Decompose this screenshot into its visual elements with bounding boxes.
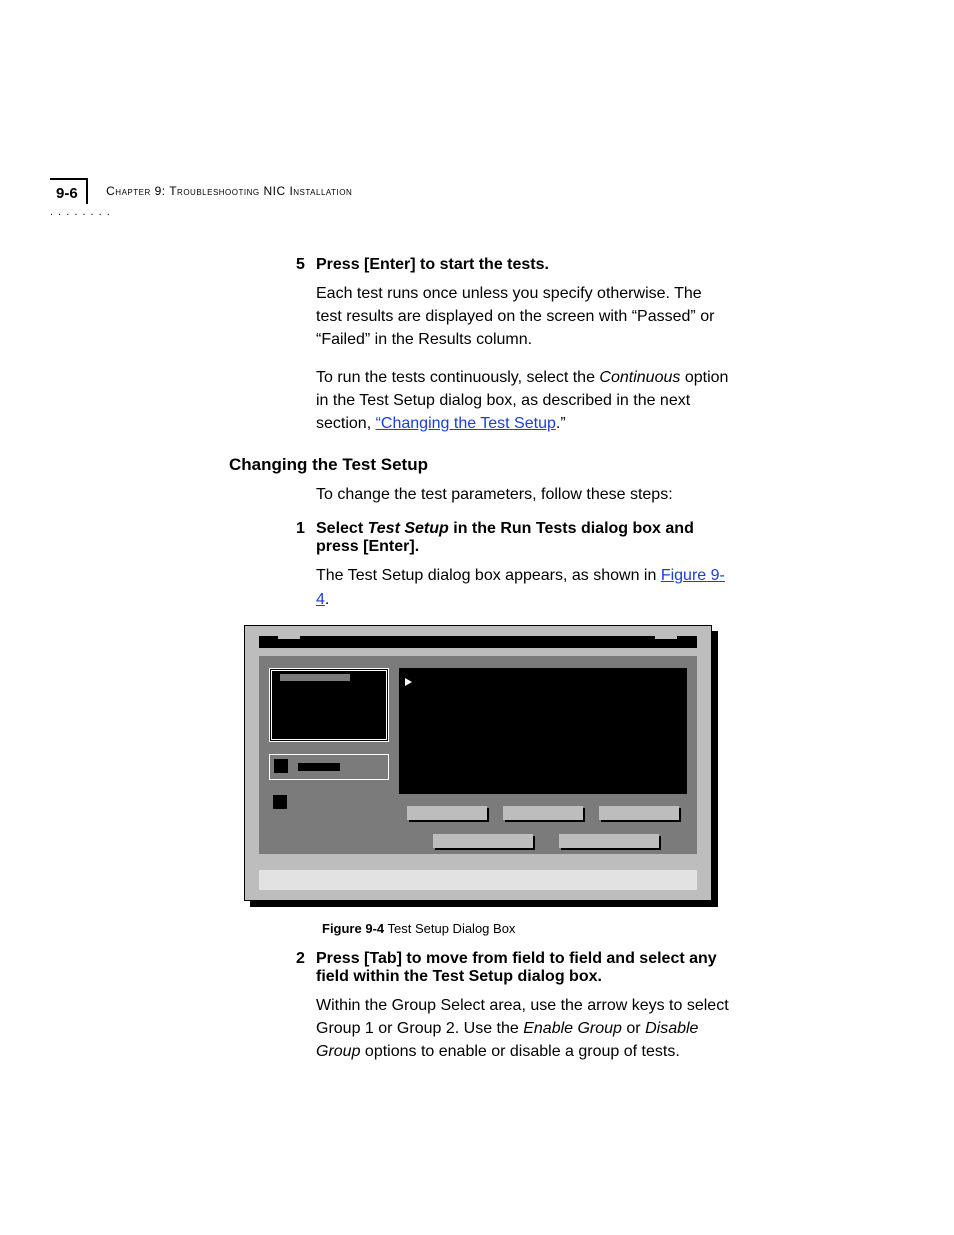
figure-9-4: Figure 9-4 Test Setup Dialog Box (244, 625, 724, 936)
group-select-highlight (280, 674, 350, 681)
text: Select (316, 520, 368, 537)
text: or (622, 1020, 645, 1037)
step-1-para-1: The Test Setup dialog box appears, as sh… (316, 564, 730, 610)
dialog-button (559, 834, 659, 848)
text: options to enable or disable a group of … (360, 1043, 679, 1060)
text: To run the tests continuously, select th… (316, 369, 599, 386)
group-select-area (269, 668, 389, 742)
section-heading: Changing the Test Setup (229, 455, 730, 475)
dialog-panel (244, 625, 712, 901)
step-1-heading: Select Test Setup in the Run Tests dialo… (316, 520, 730, 556)
text: .” (556, 415, 566, 432)
option-row-2 (269, 792, 389, 814)
dialog-screenshot (244, 625, 718, 907)
step-2: 2 Press [Tab] to move from field to fiel… (230, 950, 730, 1064)
chapter-title: Chapter 9: Troubleshooting NIC Installat… (106, 178, 352, 198)
page-header: 9-6 Chapter 9: Troubleshooting NIC Insta… (50, 178, 874, 204)
content-area: 5 Press [Enter] to start the tests. Each… (230, 250, 730, 1077)
checkbox-icon (274, 759, 288, 773)
figure-caption: Figure 9-4 Test Setup Dialog Box (322, 921, 724, 936)
page-number: 9-6 (50, 178, 88, 204)
dialog-titlebar (259, 636, 697, 648)
dialog-inner (259, 656, 697, 854)
step-2-heading: Press [Tab] to move from field to field … (316, 950, 730, 986)
changing-test-setup-link[interactable]: “Changing the Test Setup (376, 415, 556, 432)
section-intro: To change the test parameters, follow th… (316, 483, 730, 506)
step-number: 2 (296, 950, 305, 968)
dialog-status-strip (259, 870, 697, 890)
text: The Test Setup dialog box appears, as sh… (316, 567, 661, 584)
enable-group-option: Enable Group (523, 1020, 622, 1037)
option-label-stub (298, 763, 340, 771)
test-setup-option: Test Setup (368, 520, 449, 537)
step-number: 1 (296, 520, 305, 538)
step-5-para-2: To run the tests continuously, select th… (316, 366, 730, 436)
text: . (325, 591, 329, 608)
checkbox-icon (273, 795, 287, 809)
step-2-para-1: Within the Group Select area, use the ar… (316, 994, 730, 1064)
tests-list-panel (399, 668, 687, 794)
step-1: 1 Select Test Setup in the Run Tests dia… (230, 520, 730, 610)
titlebar-notch (278, 636, 300, 639)
titlebar-notch (655, 636, 677, 639)
step-number: 5 (296, 256, 305, 274)
figure-caption-text: Test Setup Dialog Box (388, 921, 516, 936)
option-row-1 (269, 754, 389, 780)
figure-label: Figure 9-4 (322, 921, 384, 936)
header-dots: . . . . . . . . (50, 206, 111, 218)
step-5-heading: Press [Enter] to start the tests. (316, 256, 730, 274)
dialog-button (433, 834, 533, 848)
step-5-para-1: Each test runs once unless you specify o… (316, 282, 730, 352)
dialog-button (599, 806, 679, 820)
step-5: 5 Press [Enter] to start the tests. Each… (230, 256, 730, 435)
document-page: 9-6 Chapter 9: Troubleshooting NIC Insta… (0, 0, 954, 1235)
dialog-button (407, 806, 487, 820)
pointer-icon (405, 678, 412, 686)
dialog-button (503, 806, 583, 820)
continuous-option: Continuous (599, 369, 680, 386)
